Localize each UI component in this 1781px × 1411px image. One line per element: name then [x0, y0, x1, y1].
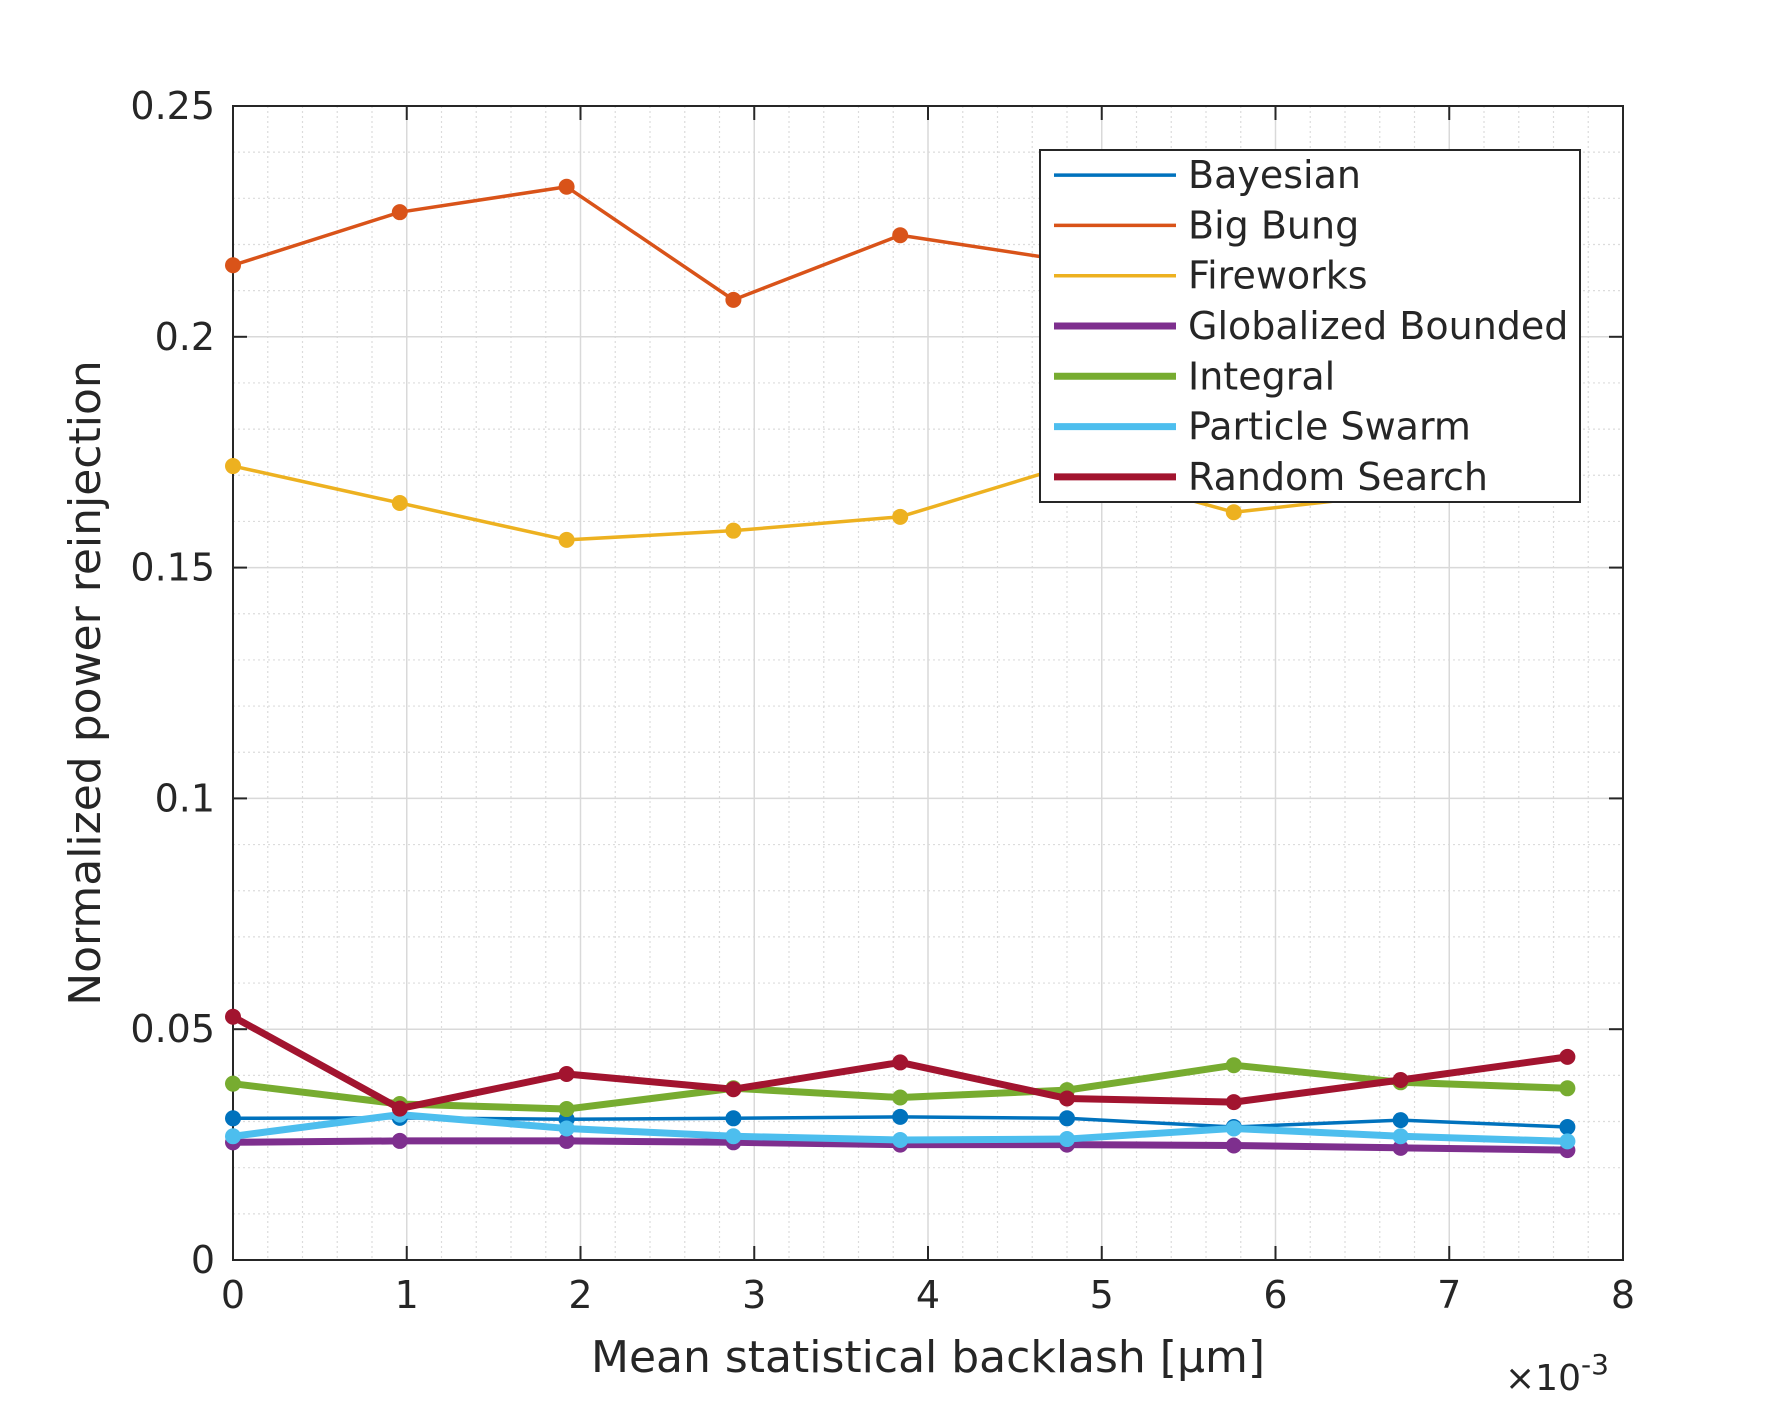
- y-tick-label: 0.2: [155, 315, 215, 359]
- data-point-particle-swarm: [225, 1128, 241, 1145]
- data-point-globalized-bounded: [391, 1132, 408, 1149]
- y-tick-label: 0.15: [130, 546, 215, 590]
- data-point-random-search: [1225, 1094, 1242, 1111]
- data-point-big-bung: [892, 227, 909, 244]
- y-axis-title: Normalized power reinjection: [60, 360, 111, 1006]
- data-point-random-search: [892, 1054, 909, 1071]
- x-axis-exponent-power: -3: [1581, 1348, 1609, 1381]
- data-point-random-search: [1559, 1048, 1576, 1065]
- data-point-globalized-bounded: [1392, 1139, 1409, 1156]
- data-point-bayesian: [225, 1110, 241, 1127]
- x-tick-label: 6: [1263, 1273, 1287, 1317]
- legend-entry-bayesian: Bayesian: [1054, 153, 1361, 197]
- x-axis-exponent-base: ×10: [1505, 1358, 1581, 1399]
- data-point-particle-swarm: [1059, 1131, 1075, 1148]
- x-tick-label: 4: [916, 1273, 940, 1317]
- x-tick-label: 0: [221, 1273, 245, 1317]
- series-random-search: [225, 1008, 1576, 1117]
- data-point-bayesian: [1559, 1119, 1576, 1136]
- data-point-integral: [558, 1101, 575, 1118]
- y-tick-label: 0.05: [130, 1007, 215, 1051]
- x-tick-label: 3: [742, 1273, 766, 1317]
- data-point-fireworks: [558, 531, 575, 548]
- data-point-fireworks: [1225, 504, 1242, 521]
- legend-label: Bayesian: [1188, 153, 1361, 197]
- data-point-random-search: [1392, 1071, 1409, 1088]
- data-point-integral: [892, 1089, 909, 1106]
- data-point-particle-swarm: [725, 1128, 742, 1145]
- data-point-integral: [1559, 1080, 1576, 1097]
- data-point-fireworks: [892, 508, 909, 525]
- x-axis-title: Mean statistical backlash [μm]: [591, 1332, 1265, 1383]
- x-axis-exponent: ×10-3: [1505, 1348, 1609, 1399]
- legend-label: Fireworks: [1188, 254, 1368, 298]
- data-point-integral: [225, 1075, 241, 1092]
- data-point-bayesian: [892, 1108, 909, 1125]
- data-point-particle-swarm: [1392, 1128, 1409, 1145]
- series-layer: [225, 178, 1576, 1159]
- x-tick-label: 5: [1090, 1273, 1114, 1317]
- x-tick-label: 2: [568, 1273, 592, 1317]
- legend-items: Bayesian Big Bung Fireworks Globalized Boun…: [1054, 153, 1568, 499]
- data-point-integral: [1225, 1057, 1242, 1074]
- legend: Bayesian Big Bung Fireworks Globalized Boun…: [1039, 149, 1581, 503]
- legend-entry-globalized-bounded: Globalized Bounded: [1054, 304, 1568, 348]
- legend-label: Globalized Bounded: [1188, 304, 1568, 348]
- data-point-bayesian: [1392, 1112, 1409, 1129]
- legend-label: Random Search: [1188, 455, 1488, 499]
- data-point-particle-swarm: [1225, 1120, 1242, 1137]
- data-point-particle-swarm: [892, 1131, 909, 1148]
- data-point-globalized-bounded: [558, 1132, 575, 1149]
- x-tick-label: 8: [1611, 1273, 1635, 1317]
- series-particle-swarm: [225, 1106, 1576, 1150]
- legend-label: Integral: [1188, 354, 1335, 398]
- data-point-particle-swarm: [1559, 1133, 1576, 1150]
- legend-entry-random-search: Random Search: [1054, 455, 1488, 499]
- data-point-random-search: [1059, 1090, 1075, 1107]
- legend-entry-integral: Integral: [1054, 354, 1335, 398]
- data-point-random-search: [558, 1065, 575, 1082]
- axis-ticks: [232, 105, 1624, 1261]
- data-point-fireworks: [225, 458, 241, 475]
- x-tick-label: 7: [1437, 1273, 1461, 1317]
- data-point-bayesian: [725, 1110, 742, 1127]
- legend-entry-particle-swarm: Particle Swarm: [1054, 405, 1471, 449]
- legend-entry-fireworks: Fireworks: [1054, 254, 1368, 298]
- data-point-fireworks: [391, 494, 408, 511]
- axis-tick-labels: 0 1 2 3 4 5 6 7 8 0 0.05 0.1 0.15 0.2 0.25: [130, 84, 1635, 1317]
- y-tick-label: 0: [191, 1238, 215, 1282]
- data-point-big-bung: [558, 178, 575, 195]
- legend-label: Big Bung: [1188, 203, 1359, 247]
- data-point-globalized-bounded: [1225, 1137, 1242, 1154]
- y-tick-label: 0.25: [130, 84, 215, 128]
- data-point-random-search: [225, 1008, 241, 1025]
- data-point-random-search: [725, 1081, 742, 1098]
- y-tick-label: 0.1: [155, 776, 215, 820]
- series-bayesian: [225, 1108, 1576, 1136]
- data-point-fireworks: [725, 522, 742, 539]
- data-point-random-search: [391, 1100, 408, 1117]
- legend-entry-big-bung: Big Bung: [1054, 203, 1359, 247]
- x-tick-label: 1: [395, 1273, 419, 1317]
- data-point-big-bung: [225, 257, 241, 274]
- data-point-big-bung: [725, 291, 742, 308]
- data-point-bayesian: [1059, 1110, 1075, 1127]
- legend-label: Particle Swarm: [1188, 405, 1471, 449]
- data-point-particle-swarm: [558, 1120, 575, 1137]
- data-point-big-bung: [391, 204, 408, 221]
